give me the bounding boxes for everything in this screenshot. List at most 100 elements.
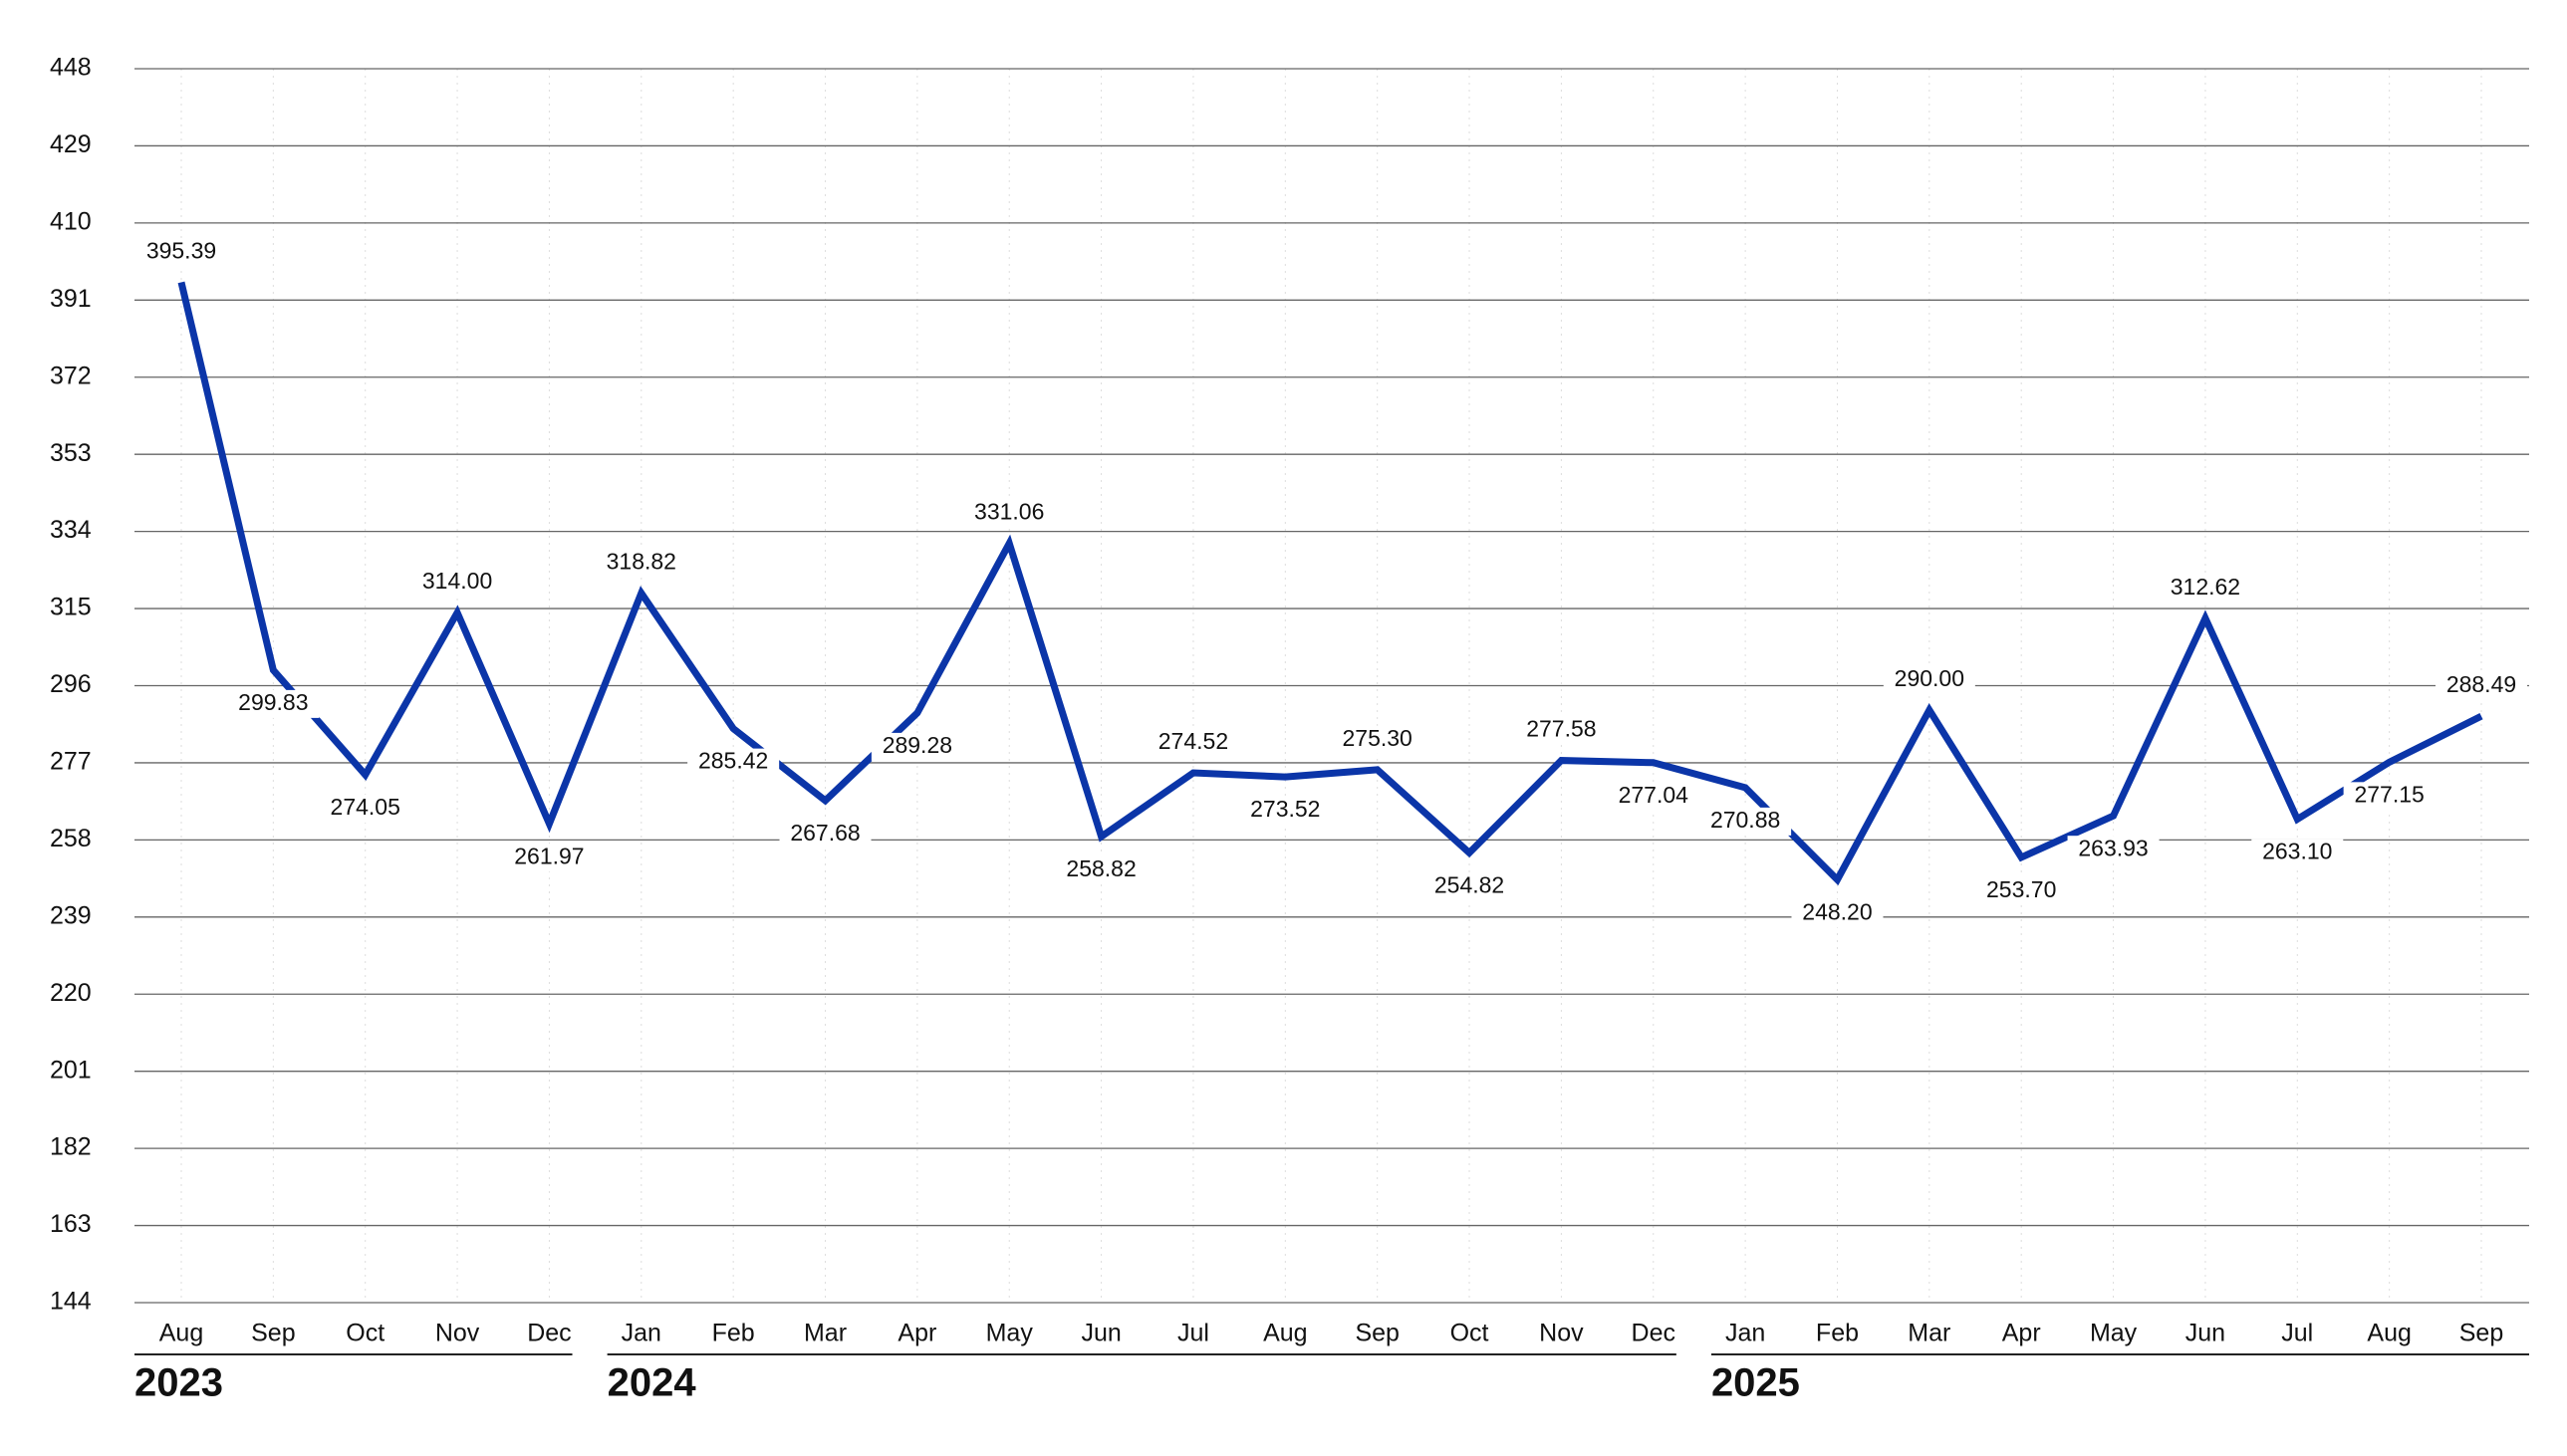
y-tick-label: 334 <box>50 516 92 544</box>
value-label-bg <box>1423 872 1516 901</box>
y-tick-label: 410 <box>50 207 92 235</box>
value-label-bg <box>595 549 687 578</box>
value-label-bg <box>871 732 963 761</box>
y-tick-label: 220 <box>50 979 92 1007</box>
value-label-bg <box>1699 807 1792 836</box>
value-label: 277.04 <box>1619 782 1689 808</box>
line <box>177 281 2483 886</box>
x-tick-label: Feb <box>1816 1320 1859 1347</box>
value-label: 253.70 <box>1986 876 2056 902</box>
y-tick-label: 239 <box>50 901 92 929</box>
value-label-bg <box>135 238 227 267</box>
value-label-bg <box>1883 665 1975 694</box>
value-label-bg <box>1239 797 1332 826</box>
value-label: 299.83 <box>238 689 308 715</box>
value-label-bg <box>2251 839 2344 867</box>
y-tick-label: 144 <box>50 1288 92 1316</box>
value-label: 331.06 <box>974 499 1044 525</box>
value-label: 274.52 <box>1158 728 1228 754</box>
value-label: 263.93 <box>2078 835 2148 860</box>
value-label-bg <box>1515 716 1608 745</box>
value-label: 277.15 <box>2354 781 2424 807</box>
value-label: 395.39 <box>146 237 216 263</box>
y-tick-label: 277 <box>50 748 92 776</box>
value-label: 270.88 <box>1710 807 1780 833</box>
y-tick-label: 258 <box>50 825 92 852</box>
y-tick-label: 296 <box>50 670 92 698</box>
x-tick-label: Oct <box>1450 1320 1489 1347</box>
value-label: 258.82 <box>1066 855 1136 881</box>
value-label: 248.20 <box>1802 898 1872 924</box>
value-label: 274.05 <box>331 794 400 820</box>
y-tick-label: 182 <box>50 1133 92 1161</box>
value-label-bg <box>1791 899 1884 928</box>
value-label: 263.10 <box>2262 839 2332 864</box>
x-tick-label: Sep <box>1355 1320 1399 1347</box>
value-label-bg <box>503 844 596 872</box>
value-label: 277.58 <box>1526 716 1596 742</box>
x-tick-label: Sep <box>2459 1320 2503 1347</box>
value-label: 273.52 <box>1250 796 1320 822</box>
value-label-bg <box>2067 836 2160 864</box>
x-tick-label: Dec <box>1632 1320 1675 1347</box>
year-label: 2023 <box>134 1361 223 1405</box>
x-tick-label: May <box>2090 1320 2138 1347</box>
value-label-bg <box>2159 574 2251 603</box>
y-tick-label: 315 <box>50 594 92 621</box>
value-label: 288.49 <box>2446 671 2516 697</box>
value-label-bg <box>2436 672 2527 701</box>
y-tick-label: 429 <box>50 130 92 158</box>
value-label: 275.30 <box>1343 725 1412 751</box>
x-tick-label: Nov <box>1539 1320 1584 1347</box>
value-label-bg <box>1055 856 1148 885</box>
x-tick-label: Apr <box>898 1320 936 1347</box>
value-label-bg <box>411 569 504 598</box>
x-tick-label: Mar <box>804 1320 847 1347</box>
x-tick-label: Nov <box>435 1320 480 1347</box>
x-tick-label: Sep <box>251 1320 295 1347</box>
x-tick-label: Jul <box>1177 1320 1209 1347</box>
year-label: 2025 <box>1711 1361 1800 1405</box>
x-tick-label: Jun <box>1081 1320 1121 1347</box>
x-tick-label: Jul <box>2281 1320 2313 1347</box>
y-tick-label: 353 <box>50 439 92 467</box>
x-tick-label: Aug <box>1263 1320 1307 1347</box>
value-label: 261.97 <box>514 843 584 868</box>
value-label-bg <box>227 689 320 718</box>
value-label-bg <box>687 748 780 777</box>
value-label: 290.00 <box>1895 665 1964 691</box>
value-label-bg <box>963 499 1056 528</box>
value-label: 285.42 <box>698 748 768 774</box>
value-label: 314.00 <box>422 568 492 594</box>
value-label-bg <box>1975 876 2068 905</box>
x-tick-label: Feb <box>712 1320 755 1347</box>
value-label: 254.82 <box>1434 871 1504 897</box>
value-label: 318.82 <box>607 549 676 575</box>
x-tick-label: Oct <box>346 1320 385 1347</box>
x-tick-label: Jan <box>622 1320 661 1347</box>
x-tick-label: Mar <box>1908 1320 1950 1347</box>
x-tick-label: Jun <box>2185 1320 2225 1347</box>
value-label-bg <box>319 794 411 823</box>
y-tick-label: 448 <box>50 54 92 82</box>
y-tick-label: 201 <box>50 1056 92 1084</box>
value-label: 312.62 <box>2171 574 2240 600</box>
value-label-bg <box>2343 782 2436 811</box>
y-tick-label: 391 <box>50 285 92 313</box>
y-tick-label: 372 <box>50 362 92 389</box>
x-tick-label: Aug <box>2367 1320 2411 1347</box>
year-label: 2024 <box>608 1361 697 1405</box>
value-label-bg <box>1607 782 1699 811</box>
x-tick-label: Apr <box>2002 1320 2041 1347</box>
value-label-bg <box>1331 725 1423 754</box>
value-label: 289.28 <box>883 732 952 758</box>
value-label-bg <box>1147 729 1239 758</box>
x-tick-label: May <box>986 1320 1034 1347</box>
x-tick-label: Aug <box>159 1320 203 1347</box>
value-label: 267.68 <box>790 820 860 846</box>
x-tick-label: Jan <box>1725 1320 1765 1347</box>
x-tick-label: Dec <box>527 1320 571 1347</box>
value-label-bg <box>779 820 872 849</box>
y-tick-label: 163 <box>50 1210 92 1238</box>
